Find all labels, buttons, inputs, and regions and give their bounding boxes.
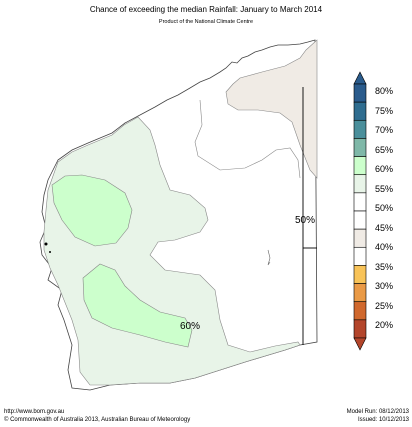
region-60-65-north: [51, 174, 133, 247]
legend-label: 75%: [375, 105, 394, 116]
legend-swatch: [353, 265, 367, 284]
contour-label-50: 50%: [295, 215, 316, 226]
footer-left: http://www.bom.gov.au © Commonwealth of …: [4, 408, 190, 424]
legend-label: 40%: [375, 242, 394, 253]
legend-swatch: [353, 83, 367, 103]
legend-swatch: [353, 228, 367, 248]
legend-label: 35%: [375, 261, 394, 272]
region-45-50-north: [225, 39, 318, 179]
legend-label: 25%: [375, 300, 394, 311]
contour-50: [194, 99, 301, 179]
legend-label: 50%: [375, 203, 394, 214]
legend-colorbar: [353, 71, 367, 351]
legend-swatch: [353, 101, 367, 121]
legend-swatch: [353, 119, 367, 139]
island: [44, 242, 48, 246]
legend-label: 30%: [375, 281, 394, 292]
legend-label: 20%: [375, 320, 394, 331]
legend-swatch: [353, 138, 367, 157]
region-60-65-south: [82, 263, 193, 348]
legend-label: 55%: [375, 183, 394, 194]
legend-label: 65%: [375, 144, 394, 155]
legend-swatch: [353, 246, 367, 266]
footer-copyright: © Commonwealth of Australia 2013, Austra…: [4, 417, 191, 423]
legend-swatch: [353, 210, 367, 230]
lake: [267, 249, 271, 266]
legend-swatch: [353, 174, 367, 194]
legend-swatch: [353, 192, 367, 212]
legend-swatch: [353, 319, 367, 339]
legend-label: 70%: [375, 125, 394, 136]
island: [49, 251, 51, 253]
legend-arrow-top: [353, 71, 367, 85]
map-title: Chance of exceeding the median Rainfall:…: [89, 5, 323, 14]
footer-right: Model Run: 08/12/2013 Issued: 10/12/2013: [347, 408, 409, 424]
legend-swatch: [353, 283, 367, 303]
footer-url[interactable]: http://www.bom.gov.au: [4, 409, 65, 415]
legend-swatch: [353, 156, 367, 176]
legend-arrow-bottom: [353, 337, 367, 351]
map-subtitle: Product of the National Climate Centre: [158, 19, 254, 25]
legend-label: 60%: [375, 164, 394, 175]
footer-model-run: Model Run: 08/12/2013: [346, 409, 409, 415]
legend-swatch: [353, 301, 367, 321]
contour-label-60: 60%: [180, 321, 201, 332]
footer-issued: Issued: 10/12/2013: [357, 417, 409, 423]
legend-label: 45%: [375, 222, 394, 233]
legend-label: 80%: [375, 86, 394, 96]
